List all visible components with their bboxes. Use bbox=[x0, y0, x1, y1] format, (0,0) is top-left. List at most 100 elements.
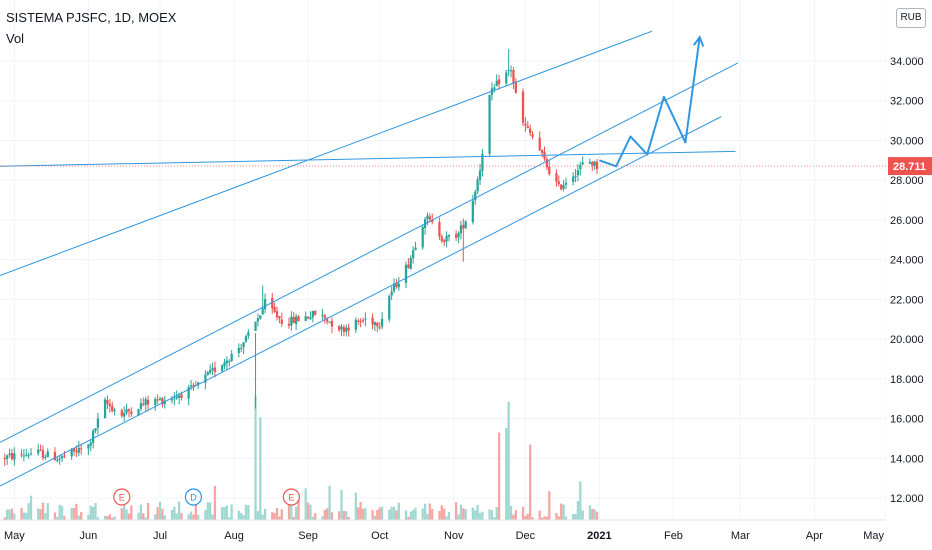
volume-bar bbox=[347, 516, 350, 520]
trend-line bbox=[0, 116, 722, 487]
candle-body bbox=[123, 412, 126, 417]
volume-bar bbox=[80, 512, 83, 520]
volume-bar bbox=[321, 516, 324, 520]
candle-body bbox=[60, 455, 64, 459]
volume-bar bbox=[591, 508, 594, 520]
volume-indicator-label[interactable]: Vol bbox=[6, 31, 25, 46]
candle-body bbox=[144, 399, 147, 406]
candle-body bbox=[278, 316, 281, 319]
candle-body bbox=[244, 336, 248, 342]
candle-body bbox=[6, 455, 9, 459]
last-price-bg bbox=[888, 157, 932, 176]
volume-bar bbox=[438, 511, 441, 520]
symbol-legend-title[interactable]: SISTEMA PJSFC, 1D, MOEX bbox=[6, 10, 177, 25]
candle-body bbox=[337, 325, 341, 331]
time-tick-label: Feb bbox=[664, 530, 683, 542]
candle-body bbox=[158, 398, 162, 400]
candle-body bbox=[476, 179, 479, 192]
candle-body bbox=[330, 320, 334, 327]
candle-body bbox=[108, 403, 111, 407]
volume-bar bbox=[173, 506, 176, 520]
time-tick-label: Apr bbox=[806, 530, 823, 542]
event-label: E bbox=[288, 493, 294, 503]
price-tick-label: 32.000 bbox=[890, 96, 924, 108]
volume-bar bbox=[459, 504, 463, 520]
candle-body bbox=[560, 184, 563, 190]
candle-body bbox=[10, 453, 14, 460]
volume-bar bbox=[125, 509, 128, 520]
volume-bar bbox=[60, 506, 64, 520]
volume-bar bbox=[103, 515, 107, 520]
candle-body bbox=[588, 161, 592, 164]
volume-bar bbox=[142, 513, 145, 520]
currency-button[interactable]: RUB bbox=[896, 8, 926, 28]
candle-body bbox=[173, 398, 176, 400]
price-axis[interactable]: 34.000 32.000 30.000 28.000 26.000 24.000 22.0… bbox=[886, 0, 932, 550]
candle-body bbox=[170, 399, 174, 401]
candle-body bbox=[514, 81, 517, 93]
volume-bar bbox=[180, 512, 183, 520]
volume-bar bbox=[376, 509, 379, 520]
volume-bar bbox=[342, 510, 346, 520]
volume-bar bbox=[364, 508, 367, 520]
candle-body bbox=[392, 283, 396, 292]
candle-body bbox=[70, 449, 73, 457]
candle-body bbox=[521, 91, 525, 123]
volume-bar bbox=[447, 511, 451, 520]
price-tick-label: 28.000 bbox=[890, 175, 924, 187]
volume-bar bbox=[306, 502, 310, 520]
volume-bar bbox=[309, 504, 312, 520]
volume-bar bbox=[581, 510, 584, 520]
volume-bar bbox=[431, 508, 434, 520]
candle-body bbox=[106, 400, 109, 405]
candle-body bbox=[328, 321, 331, 323]
candle-body bbox=[579, 165, 582, 170]
candle-body bbox=[25, 454, 28, 456]
volume-bar bbox=[423, 503, 427, 520]
candle-body bbox=[407, 264, 410, 268]
candle-body bbox=[103, 399, 107, 419]
event-marker-earnings[interactable]: E bbox=[113, 488, 131, 506]
volume-bar bbox=[562, 504, 565, 520]
trend-line bbox=[0, 150, 736, 167]
time-axis[interactable]: May Jun Jul Aug Sep Oct Nov Dec 2021 Feb Mar Apr May bbox=[0, 519, 886, 550]
candle-body bbox=[340, 326, 343, 330]
volume-bar bbox=[108, 514, 111, 520]
candle-body bbox=[495, 80, 498, 87]
candle-body bbox=[94, 428, 97, 431]
volume-bar bbox=[357, 507, 360, 520]
volume-bar bbox=[247, 505, 250, 520]
candle-body bbox=[230, 353, 233, 362]
volume-bar bbox=[337, 511, 341, 520]
volume-bar bbox=[462, 508, 465, 520]
volume-bar bbox=[163, 515, 166, 520]
trend-channel-drawings[interactable] bbox=[0, 30, 886, 487]
event-marker-dividend[interactable]: D bbox=[184, 488, 203, 506]
candle-body bbox=[163, 400, 166, 405]
volume-bar bbox=[189, 511, 193, 520]
volume-bar bbox=[548, 491, 551, 520]
volume-bar bbox=[254, 395, 257, 520]
candle-body bbox=[8, 453, 11, 456]
volume-bar bbox=[72, 507, 76, 520]
volume-bar bbox=[557, 516, 560, 520]
volume-bar bbox=[495, 507, 498, 520]
volume-bar bbox=[206, 502, 209, 520]
volume-bar bbox=[595, 511, 599, 520]
candle-body bbox=[29, 453, 33, 455]
event-marker-earnings[interactable]: E bbox=[282, 488, 300, 506]
volume-bar bbox=[63, 515, 66, 520]
candle-body bbox=[206, 372, 209, 375]
time-tick-label: May bbox=[863, 530, 884, 542]
volume-bar bbox=[564, 516, 568, 520]
volume-bar bbox=[209, 502, 212, 520]
time-tick-label: Aug bbox=[224, 530, 244, 542]
volume-bar bbox=[225, 505, 229, 520]
time-tick-label: Jul bbox=[153, 530, 167, 542]
volume-bar bbox=[576, 500, 580, 520]
volume-bar bbox=[53, 512, 57, 520]
candlesticks bbox=[3, 49, 599, 467]
volume-bar bbox=[10, 508, 14, 520]
